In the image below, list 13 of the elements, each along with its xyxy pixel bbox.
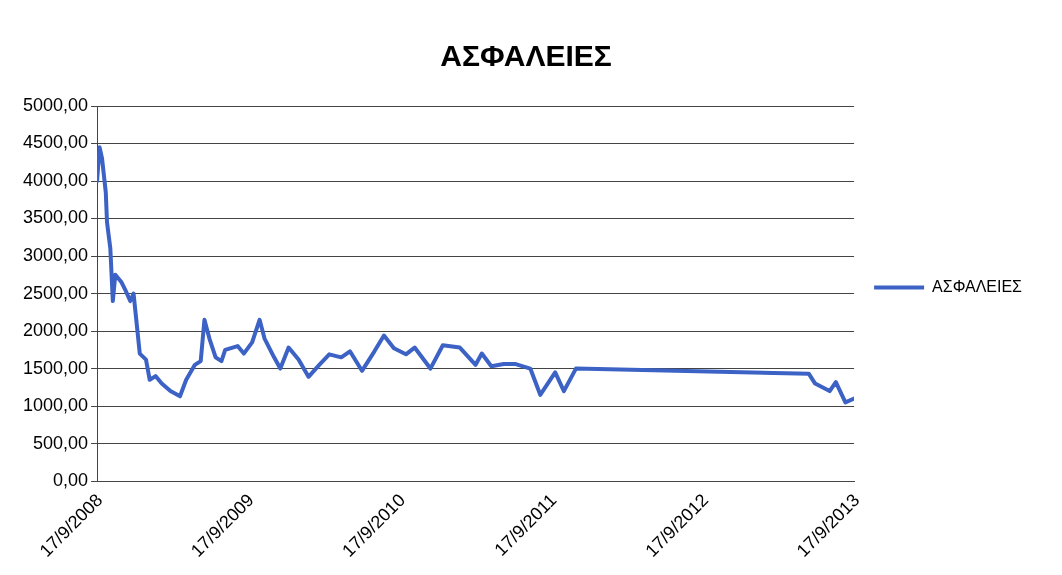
chart-title: ΑΣΦΑΛΕΙΕΣ bbox=[440, 39, 612, 73]
y-tick-label: 2000,00 bbox=[22, 320, 89, 341]
y-tick-label: 0,00 bbox=[53, 470, 89, 491]
y-tick-label: 500,00 bbox=[33, 432, 89, 453]
y-tick-label: 5000,00 bbox=[22, 94, 89, 115]
y-tick-label: 4000,00 bbox=[22, 169, 89, 190]
y-tick-label: 4500,00 bbox=[22, 132, 89, 153]
y-tick-label: 1000,00 bbox=[22, 395, 89, 416]
y-tick-label: 1500,00 bbox=[22, 357, 89, 378]
legend-label: ΑΣΦΑΛΕΙΕΣ bbox=[932, 277, 1023, 295]
y-tick-label: 3000,00 bbox=[22, 245, 89, 266]
y-tick-label: 3500,00 bbox=[22, 207, 89, 228]
y-tick-label: 2500,00 bbox=[22, 282, 89, 303]
